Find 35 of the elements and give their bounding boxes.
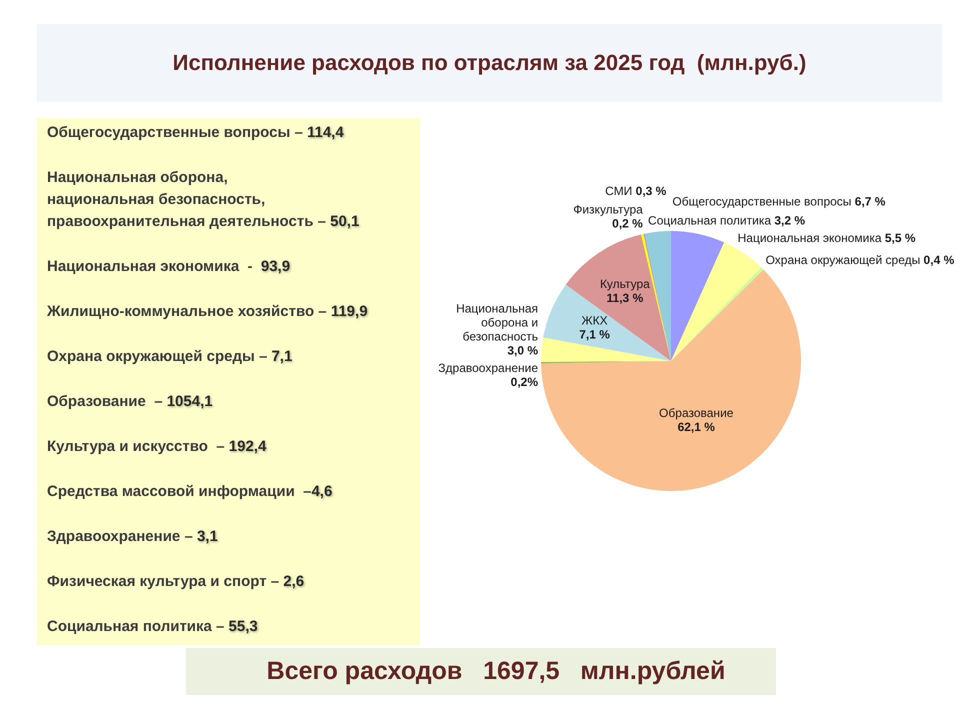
data-label: 7,1 % xyxy=(579,328,610,342)
data-label: 5,5 % xyxy=(884,231,916,246)
text: Социальная политика – 55,3 xyxy=(47,617,259,637)
data-label: 0,2% xyxy=(510,375,538,390)
slice-label: Социальная политика xyxy=(648,213,772,228)
slice-label: Культура xyxy=(600,277,650,292)
text: Культура и искусство – 192,4 xyxy=(47,437,268,457)
text: Физическая культура и спорт – 2,6 xyxy=(47,572,306,592)
text: Образование – 1054,1 xyxy=(47,392,214,412)
slice-label: Физкультура xyxy=(573,202,644,216)
slice-label: ЖКХ xyxy=(582,314,608,328)
chart-title: Исполнение расходов по отраслям за 2025 год (млн.руб.) xyxy=(172,50,806,76)
slice-label: Национальная экономика xyxy=(738,231,882,246)
slice-label: Общегосударственные вопросы xyxy=(672,194,852,208)
slice-label: СМИ xyxy=(605,184,632,198)
slice-label: Образование xyxy=(659,406,734,420)
text: Национальная оборона, национальная безопасность, правоохранительная деятельность – 50,1 xyxy=(47,168,360,232)
slice-label: Национальная оборона и безопасность xyxy=(456,301,538,344)
data-label: 0,4 % xyxy=(924,252,955,267)
data-label: 0,2 % xyxy=(612,216,644,230)
text: Здравоохранение – 3,1 xyxy=(47,527,219,547)
data-label: 62,1 % xyxy=(678,420,716,434)
data-label: 3,0 % xyxy=(507,343,538,358)
text: Всего расходов 1697,5 млн.рублей xyxy=(266,657,726,686)
data-label: 3,2 % xyxy=(774,213,806,228)
text: Жилищно-коммунальное хозяйство – 119,9 xyxy=(47,302,369,322)
text: Охрана окружающей среды – 7,1 xyxy=(47,347,294,367)
data-label: 11,3 % xyxy=(606,291,644,306)
text: Средства массовой информации –4,6 xyxy=(47,482,334,502)
text: Национальная экономика - 93,9 xyxy=(47,257,292,277)
text: Общегосударственные вопросы – 114,4 xyxy=(47,123,345,143)
slice-label: Здравоохранение xyxy=(438,361,538,376)
data-label: 0,3 % xyxy=(636,184,667,198)
data-label: 6,7 % xyxy=(854,194,886,208)
slice-label: Охрана окружающей среды xyxy=(766,252,920,267)
